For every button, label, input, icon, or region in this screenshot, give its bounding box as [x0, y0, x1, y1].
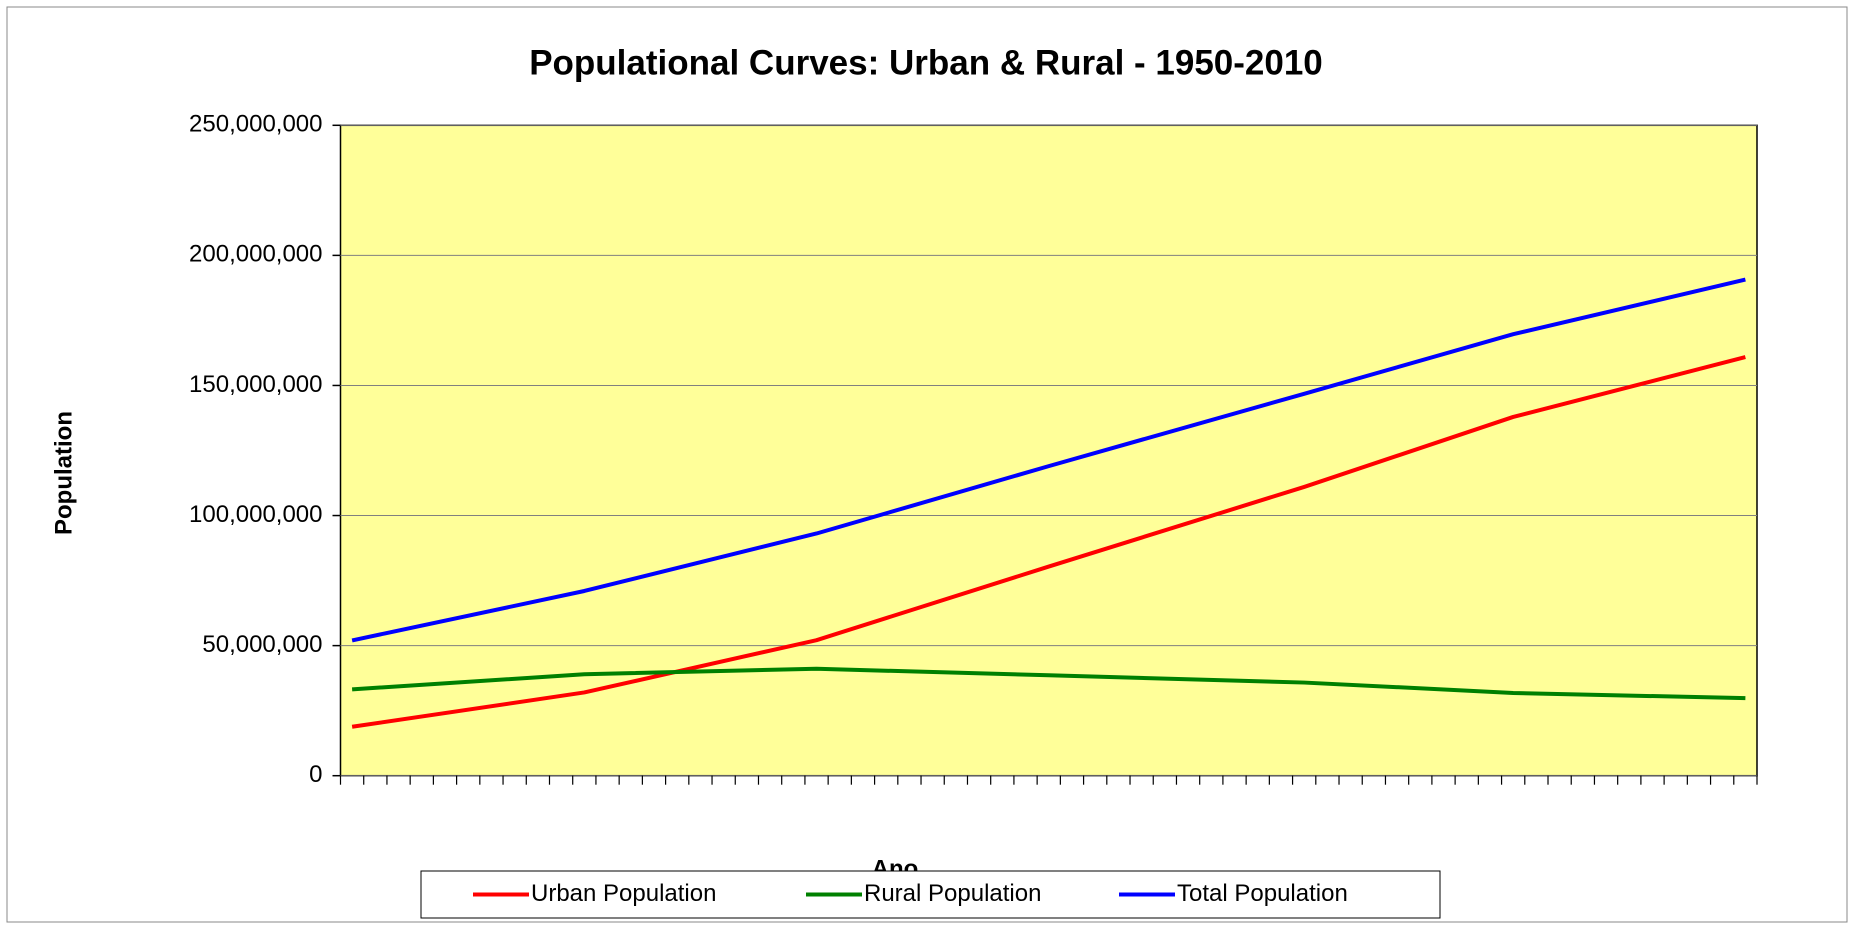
y-tick-label: 100,000,000: [189, 501, 322, 528]
legend-label: Total Population: [1177, 880, 1348, 907]
y-axis-label: Population: [50, 411, 77, 535]
legend-label: Urban Population: [531, 880, 716, 907]
chart-title: Populational Curves: Urban & Rural - 195…: [529, 43, 1323, 82]
line-series: [351, 277, 1746, 643]
y-tick-label: 0: [309, 761, 322, 788]
y-tick-label: 200,000,000: [189, 241, 322, 268]
line-series: [351, 355, 1746, 729]
legend-box: [420, 870, 1441, 919]
line-series: [351, 666, 1746, 701]
y-tick-label: 150,000,000: [189, 371, 322, 398]
y-tick-label: 50,000,000: [202, 631, 322, 658]
legend-label: Rural Population: [864, 880, 1041, 907]
y-tick-label: 250,000,000: [189, 111, 322, 138]
